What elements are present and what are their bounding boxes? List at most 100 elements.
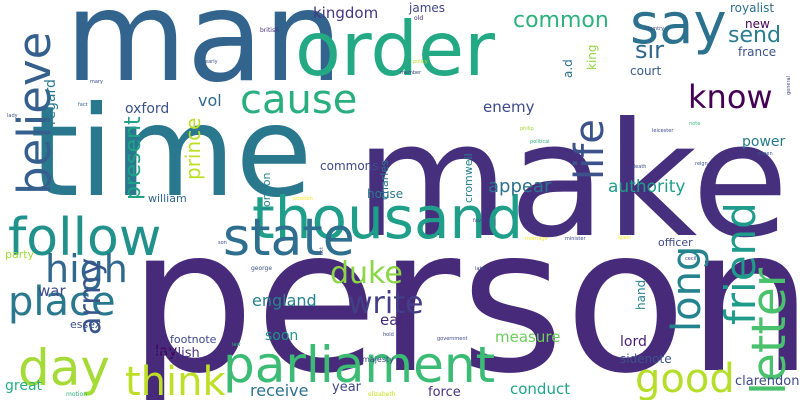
word-person: person <box>128 185 800 400</box>
word-oxford: oxford <box>125 101 169 117</box>
word-england: england <box>252 291 317 310</box>
word-royalist: royalist <box>730 1 774 15</box>
word-clarendon: clarendon <box>735 374 799 389</box>
word-year: year <box>332 380 362 395</box>
word-new: new <box>745 17 770 31</box>
word-place: place <box>8 279 116 325</box>
word-james: james <box>408 1 445 15</box>
word-majesty: majesty <box>362 355 394 364</box>
word-write: write <box>348 286 423 321</box>
word-man: man <box>65 0 343 110</box>
word-good: good <box>635 356 735 400</box>
word-common: common <box>513 8 609 33</box>
word-elizabeth: elizabeth <box>368 391 396 398</box>
word-time: time <box>30 80 312 225</box>
word-prince: prince <box>181 118 205 180</box>
word-duke: duke <box>330 256 403 291</box>
word-army: army <box>73 258 108 335</box>
word-house: house <box>367 187 403 201</box>
word-force: force <box>428 385 461 400</box>
word-government: government <box>437 336 468 342</box>
word-late: late <box>475 266 485 272</box>
word-cecil: cecil <box>685 256 696 262</box>
word-member: member <box>400 70 422 76</box>
word-officer: officer <box>658 236 693 249</box>
word-motion: motion <box>66 391 87 398</box>
word-earl: earl <box>380 311 409 329</box>
word-minister: minister <box>565 236 586 242</box>
word-leicester: leicester <box>652 128 674 134</box>
word-appear: appear <box>488 176 552 197</box>
word-day: day <box>18 339 110 397</box>
word-letter: letter <box>742 267 797 395</box>
word-parliament: parliament <box>223 336 495 394</box>
word-cromwell: cromwell <box>462 153 475 203</box>
word-hand: hand <box>634 280 648 310</box>
word-country: country <box>645 26 664 32</box>
word-philip: philip <box>520 126 534 132</box>
word-sir: sir <box>635 36 664 64</box>
word-reign: reign <box>695 161 708 167</box>
word-state: state <box>223 208 355 268</box>
word-footnote: footnote <box>170 333 217 346</box>
word-william: william <box>148 192 187 205</box>
word-kingdom: kingdom <box>313 4 378 22</box>
word-send: send <box>728 23 781 48</box>
word-receive: receive <box>250 381 308 400</box>
word-note: note <box>689 121 700 127</box>
word-death: death <box>632 164 646 170</box>
word-thousand: thousand <box>252 184 523 252</box>
word-friend: friend <box>716 202 765 325</box>
word-hold: hold <box>383 332 394 338</box>
word-party: party <box>5 248 35 261</box>
word-george: george <box>251 265 272 272</box>
word-make: make <box>355 89 789 273</box>
word-queen: queen <box>757 151 773 157</box>
word-conduct: conduct <box>510 380 570 398</box>
word-believe: believe <box>8 32 61 195</box>
word-say: say <box>630 0 727 57</box>
word-vol: vol <box>198 91 222 110</box>
word-law: law <box>232 342 241 348</box>
word-english: english <box>153 346 200 361</box>
word-commons: commons <box>320 159 379 173</box>
word-early: early <box>205 59 218 65</box>
word-political: political <box>530 139 550 145</box>
word-fact: fact <box>78 102 88 108</box>
word-france: france <box>738 45 776 59</box>
word-power: power <box>742 134 786 150</box>
word-son: son <box>218 240 227 246</box>
word-essex: essex <box>70 318 102 331</box>
word-know: know <box>688 78 773 116</box>
word-regard: regard <box>43 79 59 125</box>
word-present: present <box>121 116 146 200</box>
word-british: british <box>260 27 279 34</box>
word-mary: mary <box>90 79 103 85</box>
word-war: war <box>38 282 66 300</box>
word-spain: spain <box>618 235 631 241</box>
word-marriage: marriage <box>525 236 548 242</box>
word-order: order <box>295 5 495 93</box>
word-act: act <box>319 247 325 255</box>
word-a-d: a.d <box>561 59 575 78</box>
word-enemy: enemy <box>483 98 535 116</box>
word-old: old <box>414 15 423 22</box>
word-high: high <box>45 247 128 291</box>
word-court: court <box>630 64 661 78</box>
word-lady: lady <box>7 113 18 119</box>
word-london: london <box>260 173 273 210</box>
word-authority: authority <box>608 177 685 197</box>
word-charles: charles <box>378 160 391 200</box>
word-soon: soon <box>265 328 298 344</box>
word-general: general <box>786 76 792 95</box>
word-follow: follow <box>8 208 161 268</box>
word-sidenote: sidenote <box>620 352 672 366</box>
word-life: life <box>567 119 613 180</box>
word-cause: cause <box>240 77 357 123</box>
word-favor: favor <box>473 218 487 224</box>
word-measure: measure <box>495 328 560 346</box>
word-position: position <box>293 196 313 202</box>
word-great: great <box>5 378 43 394</box>
